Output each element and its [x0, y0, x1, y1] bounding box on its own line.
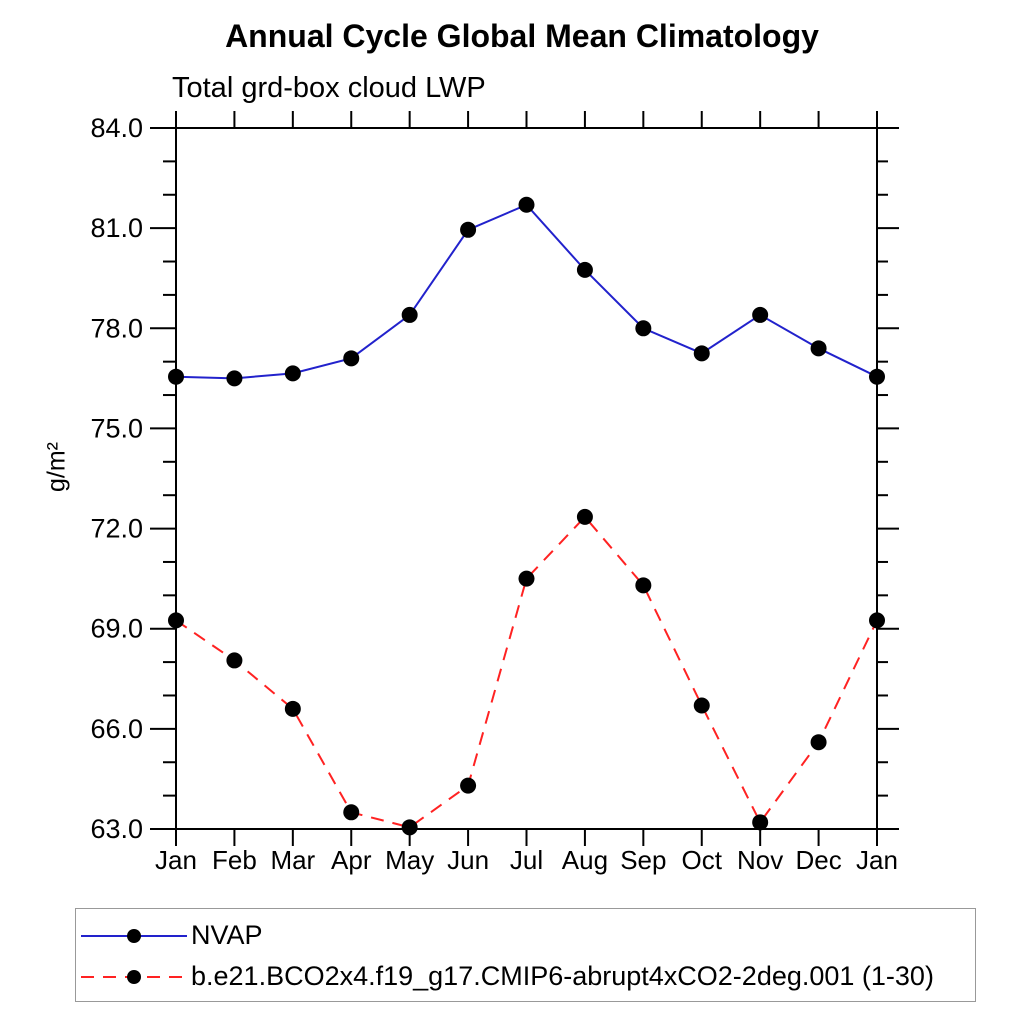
legend-label: b.e21.BCO2x4.f19_g17.CMIP6-abrupt4xCO2-2… [191, 961, 934, 991]
x-tick-label: Feb [212, 845, 257, 875]
x-tick-label: Sep [620, 845, 666, 875]
data-point-marker [576, 261, 593, 278]
x-tick-label: Apr [331, 845, 372, 875]
x-tick-label: Oct [682, 845, 723, 875]
x-tick-label: Mar [270, 845, 315, 875]
data-point-marker [518, 570, 535, 587]
data-point-marker [752, 306, 769, 323]
series-line-1 [175, 515, 878, 829]
y-tick-label: 69.0 [90, 614, 143, 644]
data-point-marker [226, 370, 243, 387]
data-point-marker [518, 196, 535, 213]
y-tick-label: 75.0 [90, 413, 143, 443]
data-point-marker [284, 700, 301, 717]
y-tick-label: 72.0 [90, 514, 143, 544]
legend-item-model: b.e21.BCO2x4.f19_g17.CMIP6-abrupt4xCO2-2… [76, 956, 975, 997]
legend-marker-sample [127, 969, 141, 984]
x-tick-label: Jan [856, 845, 898, 875]
legend-box: NVAP b.e21.BCO2x4.f19_g17.CMIP6-abrupt4x… [75, 908, 976, 1002]
y-tick-label: 84.0 [90, 113, 143, 143]
legend-item-nvap: NVAP [76, 915, 975, 956]
data-point-marker [752, 814, 769, 831]
y-tick-label: 66.0 [90, 714, 143, 744]
y-tick-label: 78.0 [90, 313, 143, 343]
data-point-marker [460, 777, 477, 794]
x-tick-label: Jun [447, 845, 489, 875]
legend-label: NVAP [191, 920, 263, 950]
x-tick-label: Jan [155, 845, 197, 875]
chart-subtitle: Total grd-box cloud LWP [172, 72, 486, 104]
data-point-marker [810, 340, 827, 357]
data-point-marker [401, 819, 418, 836]
data-point-marker [284, 365, 301, 382]
data-point-marker [810, 734, 827, 751]
data-point-marker [869, 612, 885, 629]
data-point-marker [226, 652, 243, 669]
x-tick-label: May [385, 845, 434, 875]
legend-swatch-dashed-line [81, 969, 187, 984]
series-line-0 [175, 203, 878, 380]
legend-marker-sample [127, 928, 141, 943]
data-point-marker [401, 306, 418, 323]
data-point-marker [635, 577, 652, 594]
data-point-marker [343, 804, 360, 821]
y-tick-label: 81.0 [90, 213, 143, 243]
data-point-marker [168, 368, 184, 385]
x-tick-label: Nov [737, 845, 783, 875]
data-point-marker [693, 345, 710, 362]
data-point-marker [635, 320, 652, 337]
y-tick-label: 63.0 [90, 814, 143, 844]
data-point-marker [869, 368, 885, 385]
data-point-marker [343, 350, 360, 367]
chart-title: Annual Cycle Global Mean Climatology [225, 18, 819, 54]
legend-swatch-solid-line [81, 928, 187, 943]
x-tick-label: Aug [562, 845, 608, 875]
data-point-marker [693, 697, 710, 714]
data-point-marker [576, 508, 593, 525]
data-point-marker [168, 612, 184, 629]
x-tick-label: Dec [795, 845, 841, 875]
data-point-marker [460, 221, 477, 238]
x-tick-label: Jul [510, 845, 543, 875]
